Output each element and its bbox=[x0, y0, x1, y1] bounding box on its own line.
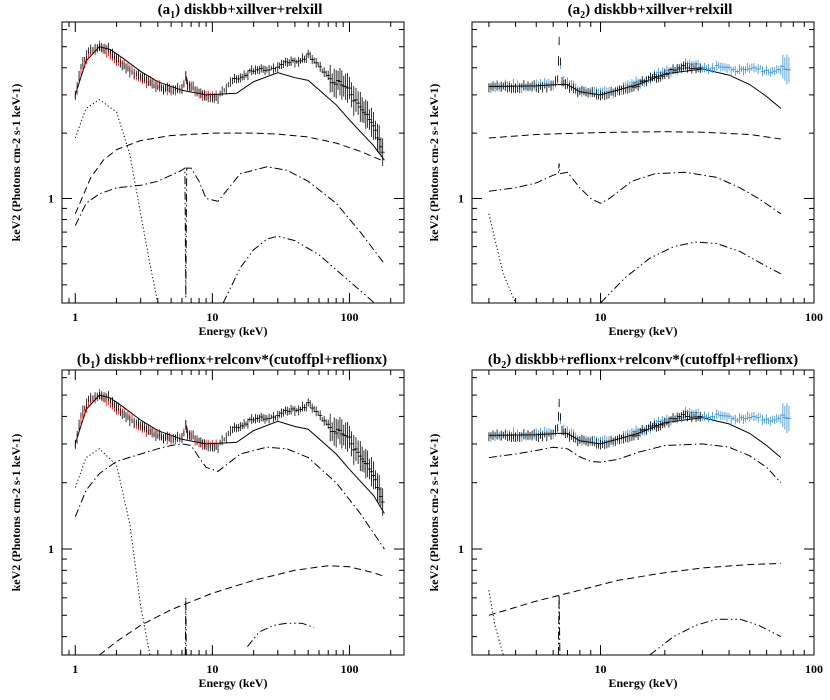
y-tick-label: 1 bbox=[48, 542, 54, 556]
x-axis-label: Energy (keV) bbox=[609, 676, 678, 690]
plot-area bbox=[74, 40, 385, 303]
model-component-dash-dot-dot bbox=[600, 241, 782, 303]
x-axis-label: Energy (keV) bbox=[199, 324, 268, 338]
x-tick-label: 100 bbox=[805, 310, 823, 324]
model-component-dash-dot bbox=[184, 597, 187, 655]
plot-frame bbox=[61, 369, 405, 656]
model-component-dash-dot bbox=[557, 594, 561, 655]
y-axis-label: keV2 (Photons cm-2 s-1 keV-1) bbox=[9, 84, 23, 242]
model-component-solid bbox=[74, 46, 385, 161]
plot-area bbox=[488, 36, 791, 303]
y-axis-label: keV2 (Photons cm-2 s-1 keV-1) bbox=[427, 434, 441, 592]
plot-frame bbox=[61, 21, 405, 304]
data-series-1 bbox=[488, 40, 791, 99]
model-component-dashed bbox=[488, 131, 781, 140]
panel-title: (b1) diskbb+reflionx+relconv*(cutoffpl+r… bbox=[77, 352, 387, 371]
y-tick-label: 1 bbox=[48, 191, 54, 205]
x-tick-label: 100 bbox=[340, 662, 358, 676]
panel-2: (a2) diskbb+xillver+relxill 10 100 1 Energy … bbox=[427, 2, 823, 338]
model-component-solid bbox=[488, 417, 782, 458]
model-component-dash-dot bbox=[488, 163, 782, 215]
panel-title-subscript: 1 bbox=[170, 10, 175, 21]
plot-area bbox=[488, 398, 791, 655]
panel-title: (b2) diskbb+reflionx+relconv*(cutoffpl+r… bbox=[488, 352, 798, 371]
plot-frame bbox=[471, 369, 815, 656]
panel-title-main: (b bbox=[488, 352, 501, 368]
data-series-2 bbox=[488, 398, 703, 450]
x-tick-label: 1 bbox=[72, 310, 78, 324]
model-component-dotted bbox=[74, 99, 159, 303]
model-component-dotted bbox=[74, 448, 151, 655]
x-tick-label: 1 bbox=[72, 662, 78, 676]
panel-title-subscript: 1 bbox=[90, 360, 95, 371]
model-component-dashed bbox=[488, 562, 781, 616]
data-series-2 bbox=[488, 36, 703, 101]
plot-area bbox=[74, 388, 385, 655]
panel-title-subscript: 2 bbox=[580, 10, 585, 21]
model-component-dash-dot bbox=[488, 443, 782, 484]
data-series-1 bbox=[488, 401, 791, 448]
model-component-dash-dot-dot bbox=[247, 622, 315, 648]
x-tick-label: 10 bbox=[206, 310, 218, 324]
x-tick-label: 10 bbox=[595, 310, 607, 324]
panel-title-rest: ) diskbb+xillver+relxill bbox=[175, 2, 322, 18]
panel-title-rest: ) diskbb+reflionx+relconv*(cutoffpl+refl… bbox=[95, 352, 387, 368]
data-series-2 bbox=[74, 42, 385, 166]
panel-title-rest: ) diskbb+xillver+relxill bbox=[585, 2, 732, 18]
panel-4: (b2) diskbb+reflionx+relconv*(cutoffpl+r… bbox=[427, 352, 823, 690]
model-component-dotted bbox=[488, 590, 504, 655]
panel-title-subscript: 2 bbox=[501, 360, 506, 371]
model-component-solid bbox=[74, 394, 385, 514]
y-tick-label: 1 bbox=[458, 542, 464, 556]
x-axis-label: Energy (keV) bbox=[609, 324, 678, 338]
model-component-solid bbox=[488, 68, 782, 109]
model-component-dash-dot-dot bbox=[649, 618, 782, 655]
panel-title-main: (a bbox=[568, 2, 581, 18]
y-axis-label: keV2 (Photons cm-2 s-1 keV-1) bbox=[427, 84, 441, 242]
panel-title: (a1) diskbb+xillver+relxill bbox=[158, 2, 323, 21]
y-tick-label: 1 bbox=[458, 191, 464, 205]
model-component-dash-dot-dot bbox=[222, 235, 376, 303]
panel-title-rest: ) diskbb+reflionx+relconv*(cutoffpl+refl… bbox=[506, 352, 798, 368]
model-component-dashed bbox=[99, 565, 385, 655]
panel-title-main: (a bbox=[158, 2, 171, 18]
panel-3: (b1) diskbb+reflionx+relconv*(cutoffpl+r… bbox=[9, 352, 405, 690]
panel-title: (a2) diskbb+xillver+relxill bbox=[568, 2, 733, 21]
model-component-dash-dot bbox=[74, 443, 385, 550]
x-tick-label: 100 bbox=[805, 662, 823, 676]
model-component-dashed bbox=[74, 132, 385, 214]
x-tick-label: 10 bbox=[595, 662, 607, 676]
x-tick-label: 10 bbox=[206, 662, 218, 676]
panel-title-main: (b bbox=[77, 352, 90, 368]
data-series-2 bbox=[74, 391, 385, 516]
model-component-dotted bbox=[488, 213, 517, 303]
model-component-dash-dot bbox=[74, 166, 385, 298]
y-axis-label: keV2 (Photons cm-2 s-1 keV-1) bbox=[9, 434, 23, 592]
plot-frame bbox=[471, 21, 815, 304]
x-axis-label: Energy (keV) bbox=[199, 676, 268, 690]
x-tick-label: 100 bbox=[340, 310, 358, 324]
